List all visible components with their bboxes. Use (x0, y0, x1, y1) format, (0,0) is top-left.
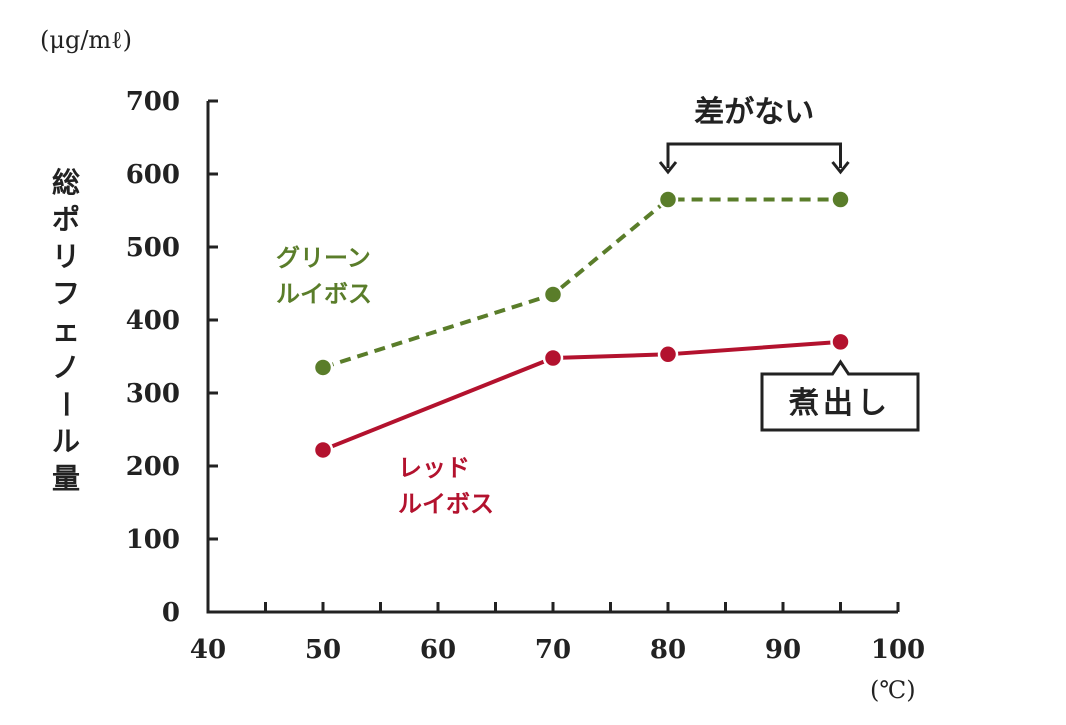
y-axis-label-char: ー (49, 390, 82, 418)
y-axis-label-char: ェ (52, 314, 80, 347)
x-tick-label: 70 (535, 635, 571, 665)
series-layer (312, 189, 851, 461)
series-1-point-0 (312, 439, 334, 461)
x-tick-label: 90 (765, 635, 801, 665)
series-0-point-2 (657, 189, 679, 210)
series-1-point-2 (657, 344, 679, 365)
axis-ticks: 0 100 200 300 400 500 600 700 40 50 60 70 80 90 100 (126, 87, 925, 665)
y-axis-label-char: 量 (52, 462, 80, 495)
series-label-1-line-1: ルイボス (398, 490, 494, 518)
y-axis-label-char: リ (52, 240, 80, 273)
y-axis-label-char: 総 (52, 166, 80, 199)
series-label-1-line-0: レッド (398, 454, 470, 482)
y-tick-label: 0 (162, 598, 180, 628)
y-axis-label-char: フ (52, 277, 80, 310)
y-tick-label: 100 (126, 525, 180, 555)
y-axis-label-char: ル (52, 425, 80, 458)
series-label-0-line-1: ルイボス (276, 280, 372, 308)
x-tick-label: 40 (190, 635, 226, 665)
y-tick-label: 700 (126, 87, 180, 117)
bracket-arrow-left (658, 161, 678, 175)
series-line-1 (322, 339, 841, 452)
series-1-point-1 (542, 347, 564, 369)
bracket (666, 142, 842, 168)
series-0-point-0 (312, 357, 334, 378)
y-tick-label: 200 (126, 452, 180, 482)
series-label-0-line-0: グリーン (276, 244, 371, 272)
series-1-point-3 (830, 331, 851, 353)
y-axis-unit: (μg/mℓ) (40, 26, 132, 54)
x-tick-label: 100 (871, 635, 925, 665)
y-tick-label: 300 (126, 379, 180, 409)
bracket-arrow-right (831, 161, 850, 175)
callout-box (760, 359, 920, 432)
y-tick-label: 600 (126, 160, 180, 190)
series-0-point-1 (542, 284, 564, 305)
y-tick-label: 500 (126, 233, 180, 263)
y-axis-label-char: ノ (52, 351, 80, 384)
x-tick-label: 50 (305, 635, 341, 665)
series-line-0 (322, 197, 841, 370)
y-tick-label: 400 (126, 306, 180, 336)
callout-label: 煮出し (788, 386, 891, 421)
series-0-point-3 (830, 189, 851, 210)
y-axis-label-char: ポ (52, 203, 80, 236)
x-axis-unit: (℃) (870, 676, 916, 704)
x-tick-label: 80 (650, 635, 686, 665)
x-tick-label: 60 (420, 635, 456, 665)
bracket-label: 差がない (694, 95, 814, 130)
